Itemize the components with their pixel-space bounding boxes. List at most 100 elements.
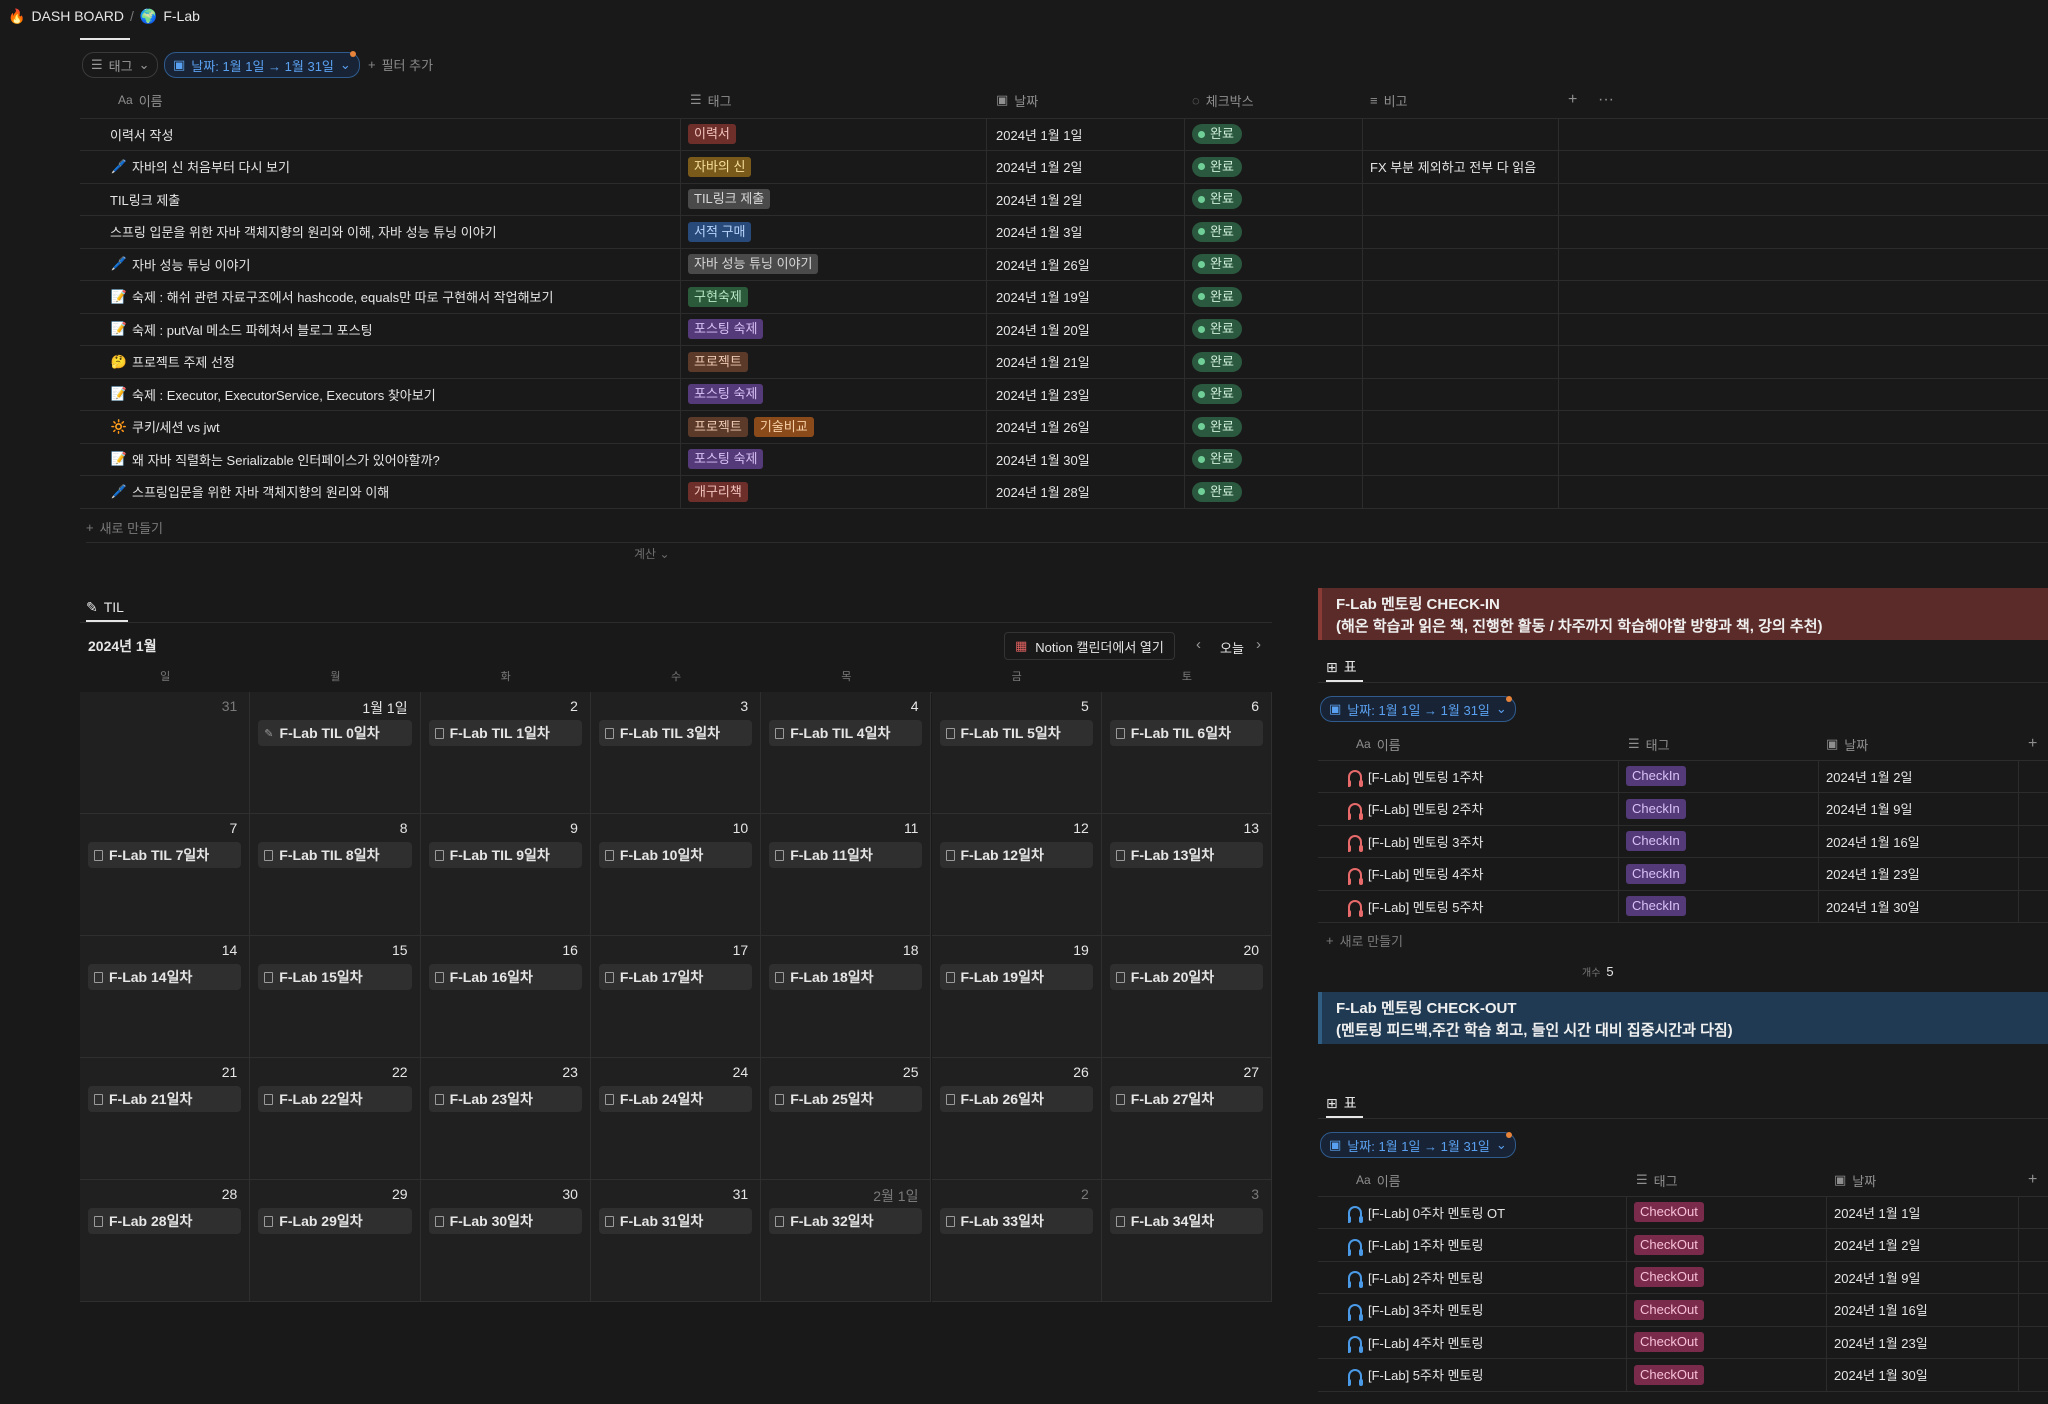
calendar-day-cell[interactable]: 2월 1일 F-Lab 32일차	[761, 1180, 932, 1302]
calendar-event-card[interactable]: F-Lab 23일차	[428, 1086, 582, 1112]
calendar-event-card[interactable]: F-Lab TIL 8일차	[258, 842, 412, 868]
table-row[interactable]: 🤔 프로젝트 주제 선정 프로젝트 2024년 1월 21일 완료	[80, 346, 2048, 379]
row-status-cell[interactable]: 완료	[1192, 313, 1362, 345]
calendar-day-cell[interactable]: 6 F-Lab TIL 6일차	[1101, 692, 1273, 814]
row-status-cell[interactable]: 완료	[1192, 443, 1362, 475]
row-tag-cell[interactable]: CheckOut	[1634, 1359, 1824, 1391]
table-row[interactable]: [F-Lab] 멘토링 5주차 CheckIn 2024년 1월 30일	[1318, 890, 2048, 923]
calendar-event-card[interactable]: F-Lab 30일차	[428, 1208, 582, 1234]
calendar-event-card[interactable]: F-Lab 21일차	[88, 1086, 242, 1112]
row-tag-cell[interactable]: CheckOut	[1634, 1229, 1824, 1261]
calendar-day-cell[interactable]: 1월 1일 ✎ F-Lab TIL 0일차	[250, 692, 421, 814]
next-month-button[interactable]: ›	[1256, 636, 1261, 653]
calendar-day-cell[interactable]: 15 F-Lab 15일차	[250, 936, 421, 1058]
row-tag-cell[interactable]: CheckOut	[1634, 1261, 1824, 1293]
calendar-day-cell[interactable]: 21 F-Lab 21일차	[80, 1058, 251, 1180]
table-row[interactable]: [F-Lab] 멘토링 3주차 CheckIn 2024년 1월 16일	[1318, 825, 2048, 858]
calendar-day-cell[interactable]: 8 F-Lab TIL 8일차	[250, 814, 421, 936]
row-tag-cell[interactable]: 프로젝트	[688, 346, 988, 378]
calendar-event-card[interactable]: F-Lab 27일차	[1109, 1086, 1264, 1112]
table-row[interactable]: 이력서 작성 이력서 2024년 1월 1일 완료	[80, 118, 2048, 151]
column-header-date[interactable]: ▣ 날짜	[1826, 728, 1868, 760]
row-date-cell[interactable]: 2024년 1월 2일	[996, 160, 1083, 175]
row-tag-cell[interactable]: CheckIn	[1626, 760, 1816, 792]
calendar-event-card[interactable]: F-Lab 25일차	[769, 1086, 923, 1112]
row-date-cell[interactable]: 2024년 1월 26일	[996, 420, 1090, 435]
row-tag-cell[interactable]: CheckOut	[1634, 1196, 1824, 1228]
row-tag-cell[interactable]: 프로젝트 기술비교	[688, 411, 988, 443]
row-title-cell[interactable]: 🔆 쿠키/세션 vs jwt	[110, 411, 750, 443]
row-title-cell[interactable]: 📝 숙제 : 해쉬 관련 자료구조에서 hashcode, equals만 따로 …	[110, 281, 750, 313]
table-row[interactable]: 🖊️ 스프링입문을 위한 자바 객체지향의 원리와 이해 개구리책 2024년 1월 …	[80, 476, 2048, 509]
calendar-view-tab[interactable]: ✎ TIL	[86, 594, 128, 622]
calendar-event-card[interactable]: F-Lab 33일차	[939, 1208, 1093, 1234]
row-date-cell[interactable]: 2024년 1월 9일	[1826, 802, 1913, 817]
column-header-date[interactable]: ▣ 날짜	[1834, 1164, 1876, 1196]
row-title-cell[interactable]: 🖊️ 자바 성능 튜닝 이야기	[110, 248, 750, 280]
row-status-cell[interactable]: 완료	[1192, 411, 1362, 443]
calendar-day-cell[interactable]: 5 F-Lab TIL 5일차	[931, 692, 1102, 814]
calendar-event-card[interactable]: F-Lab 16일차	[428, 964, 582, 990]
calendar-event-card[interactable]: F-Lab 13일차	[1109, 842, 1264, 868]
row-date-cell[interactable]: 2024년 1월 30일	[996, 452, 1090, 468]
breadcrumb-root[interactable]: DASH BOARD	[31, 8, 125, 24]
column-header-tag[interactable]: ☰ 태그	[690, 92, 732, 109]
row-note-cell[interactable]	[1370, 281, 1560, 313]
calendar-event-card[interactable]: F-Lab 34일차	[1109, 1208, 1264, 1234]
calendar-event-card[interactable]: F-Lab 31일차	[598, 1208, 753, 1234]
row-date-cell[interactable]: 2024년 1월 19일	[996, 290, 1090, 305]
row-title-cell[interactable]: [F-Lab] 멘토링 2주차	[1348, 793, 1618, 825]
more-options-button[interactable]: ···	[1598, 82, 1614, 118]
column-header-name[interactable]: Aa 이름	[1356, 1164, 1401, 1196]
row-status-cell[interactable]: 완료	[1192, 281, 1362, 313]
add-property-button[interactable]: +	[2028, 735, 2038, 752]
table-row[interactable]: [F-Lab] 5주차 멘토링 CheckOut 2024년 1월 30일	[1318, 1359, 2048, 1392]
add-filter-button[interactable]: + 필터 추가	[368, 54, 433, 74]
row-title-cell[interactable]: 📝 숙제 : Executor, ExecutorService, Executo…	[110, 378, 750, 410]
row-title-cell[interactable]: [F-Lab] 멘토링 5주차	[1348, 890, 1618, 922]
row-date-cell[interactable]: 2024년 1월 23일	[1826, 867, 1920, 882]
row-date-cell[interactable]: 2024년 1월 23일	[996, 387, 1090, 403]
row-tag-cell[interactable]: CheckIn	[1626, 890, 1816, 922]
calendar-event-card[interactable]: F-Lab 19일차	[939, 964, 1093, 990]
row-title-cell[interactable]: [F-Lab] 멘토링 1주차	[1348, 760, 1618, 792]
row-title-cell[interactable]: [F-Lab] 0주차 멘토링 OT	[1348, 1196, 1618, 1228]
table-row[interactable]: 📝 숙제 : putVal 메소드 파헤쳐서 블로그 포스팅 포스팅 숙제 2024년…	[80, 313, 2048, 346]
table-row[interactable]: [F-Lab] 멘토링 1주차 CheckIn 2024년 1월 2일	[1318, 760, 2048, 793]
row-title-cell[interactable]: [F-Lab] 1주차 멘토링	[1348, 1229, 1618, 1261]
row-date-cell[interactable]: 2024년 1월 3일	[996, 225, 1083, 240]
today-button[interactable]: 오늘	[1220, 641, 1244, 656]
calendar-event-card[interactable]: F-Lab 29일차	[258, 1208, 412, 1234]
row-tag-cell[interactable]: 자바 성능 튜닝 이야기	[688, 248, 988, 280]
row-note-cell[interactable]	[1370, 183, 1560, 215]
row-note-cell[interactable]	[1370, 411, 1560, 443]
calendar-day-cell[interactable]: 17 F-Lab 17일차	[590, 936, 762, 1058]
table-row[interactable]: 📝 숙제 : 해쉬 관련 자료구조에서 hashcode, equals만 따로 …	[80, 281, 2048, 314]
table-row[interactable]: 📝 왜 자바 직렬화는 Serializable 인터페이스가 있어야할까? 포스팅…	[80, 443, 2048, 476]
row-date-cell[interactable]: 2024년 1월 26일	[996, 257, 1090, 273]
calendar-day-cell[interactable]: 12 F-Lab 12일차	[931, 814, 1102, 936]
calendar-event-card[interactable]: F-Lab 26일차	[939, 1086, 1093, 1112]
calendar-event-card[interactable]: F-Lab 11일차	[769, 842, 923, 868]
table-row[interactable]: 🖊️ 자바의 신 처음부터 다시 보기 자바의 신 2024년 1월 2일 완료 FX 부…	[80, 151, 2048, 184]
row-status-cell[interactable]: 완료	[1192, 216, 1362, 248]
column-header-tag[interactable]: ☰ 태그	[1636, 1164, 1678, 1196]
row-title-cell[interactable]: 이력서 작성	[110, 118, 750, 150]
calendar-day-cell[interactable]: 16 F-Lab 16일차	[420, 936, 591, 1058]
calendar-event-card[interactable]: F-Lab 20일차	[1109, 964, 1264, 990]
row-title-cell[interactable]: 스프링 입문을 위한 자바 객체지향의 원리와 이해, 자바 성능 튜닝 이야기	[110, 216, 750, 248]
date-filter-button[interactable]: ▣ 날짜: 1월 1일 → 1월 31일 ⌄	[164, 52, 360, 78]
calendar-day-cell[interactable]: 23 F-Lab 23일차	[420, 1058, 591, 1180]
calendar-event-card[interactable]: F-Lab TIL 5일차	[939, 720, 1093, 746]
calendar-event-card[interactable]: F-Lab TIL 1일차	[428, 720, 582, 746]
row-status-cell[interactable]: 완료	[1192, 346, 1362, 378]
calendar-day-cell[interactable]: 2 F-Lab TIL 1일차	[420, 692, 591, 814]
row-date-cell[interactable]: 2024년 1월 9일	[1834, 1270, 1921, 1286]
calendar-event-card[interactable]: F-Lab 22일차	[258, 1086, 412, 1112]
breadcrumb-page[interactable]: F-Lab	[163, 8, 200, 24]
prev-month-button[interactable]: ‹	[1196, 636, 1201, 653]
row-tag-cell[interactable]: CheckOut	[1634, 1294, 1824, 1326]
row-tag-cell[interactable]: CheckIn	[1626, 858, 1816, 890]
row-date-cell[interactable]: 2024년 1월 30일	[1826, 899, 1920, 915]
row-tag-cell[interactable]: TIL링크 제출	[688, 183, 988, 215]
